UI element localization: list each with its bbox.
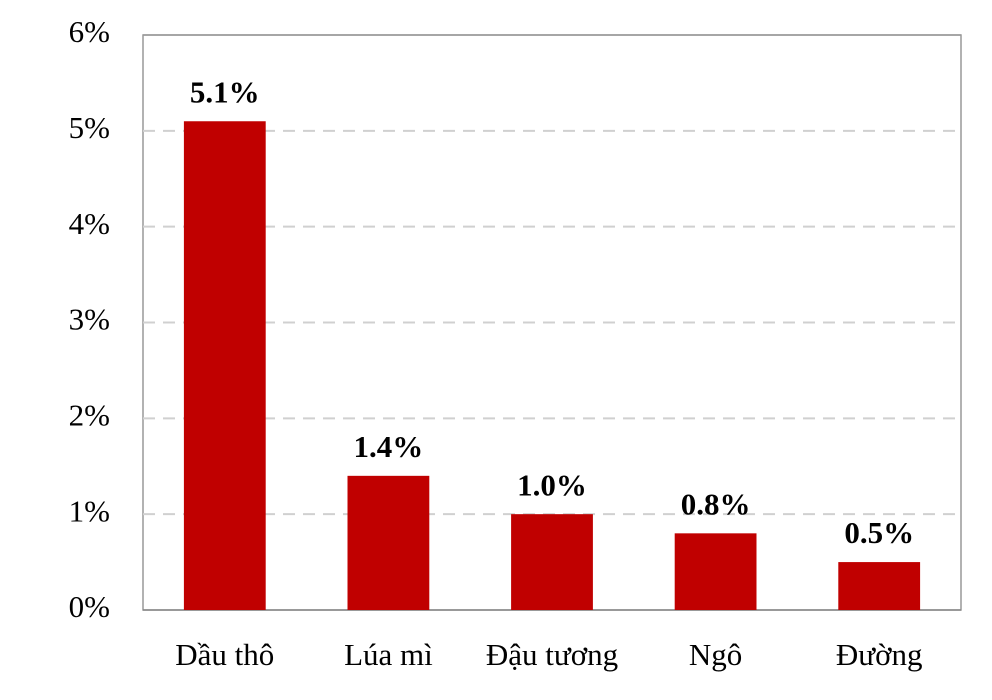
- y-tick-label: 0%: [69, 589, 110, 624]
- bar: [674, 533, 757, 610]
- x-tick-label: Đường: [836, 637, 923, 672]
- bar: [838, 562, 921, 610]
- y-tick-label: 5%: [69, 110, 110, 145]
- value-label: 5.1%: [190, 74, 260, 109]
- y-tick-label: 4%: [69, 206, 110, 241]
- y-tick-label: 1%: [69, 493, 110, 528]
- x-tick-label: Đậu tương: [486, 637, 618, 672]
- x-tick-label: Ngô: [689, 637, 742, 672]
- value-label: 0.5%: [844, 515, 914, 550]
- value-label: 1.0%: [517, 467, 587, 502]
- value-label: 0.8%: [681, 486, 751, 521]
- x-tick-label: Lúa mì: [344, 637, 433, 672]
- bar: [347, 475, 430, 610]
- bar: [183, 121, 266, 610]
- bar: [511, 514, 593, 610]
- y-tick-label: 2%: [69, 397, 110, 432]
- y-tick-label: 6%: [69, 14, 110, 49]
- value-label: 1.4%: [354, 429, 424, 464]
- x-tick-label: Dầu thô: [175, 637, 274, 672]
- y-tick-label: 3%: [69, 302, 110, 337]
